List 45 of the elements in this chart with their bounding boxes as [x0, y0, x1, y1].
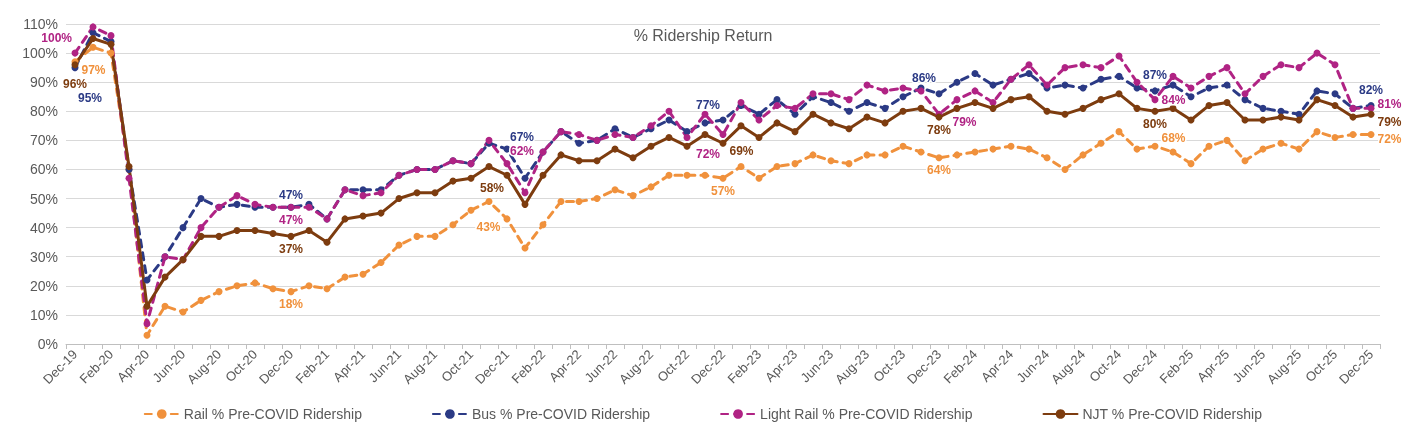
data-label: 67% [509, 129, 535, 144]
y-tick-label: 30% [29, 248, 58, 265]
data-label: 37% [278, 241, 304, 256]
data-label: 64% [926, 163, 952, 178]
y-tick-label: 110% [23, 16, 58, 32]
legend-label: NJT % Pre-COVID Ridership [1082, 406, 1263, 422]
y-tick-label: 70% [29, 132, 58, 149]
data-label: 81% [1377, 97, 1402, 112]
data-label: 80% [1142, 116, 1168, 131]
data-label: 79% [1377, 115, 1402, 130]
data-label: 18% [278, 297, 304, 312]
y-tick-label: 100% [22, 45, 58, 62]
data-label: 87% [1142, 68, 1168, 83]
data-label: 68% [1161, 131, 1186, 146]
data-label: 96% [62, 77, 88, 92]
data-label: 47% [278, 212, 304, 227]
y-tick-label: 40% [29, 219, 58, 236]
data-label: 97% [81, 62, 106, 77]
data-label: 43% [476, 219, 501, 234]
data-label: 84% [1161, 92, 1186, 107]
legend-label: Bus % Pre-COVID Ridership [471, 406, 651, 422]
y-tick-label: 60% [29, 161, 58, 178]
data-label: 77% [695, 97, 721, 112]
data-label: 72% [1377, 131, 1402, 146]
data-label: 78% [926, 122, 952, 137]
y-tick-label: 50% [29, 190, 58, 207]
data-label: 47% [278, 187, 304, 202]
data-label: 79% [952, 115, 977, 130]
data-label: 86% [911, 71, 937, 86]
data-label: 82% [1358, 82, 1384, 97]
data-label: 62% [509, 144, 535, 159]
y-tick-label: 10% [29, 306, 58, 323]
y-tick-label: 0% [37, 336, 58, 352]
data-label: 95% [77, 91, 103, 106]
legend-label: Rail % Pre-COVID Ridership [183, 406, 363, 422]
data-label: 100% [41, 30, 73, 45]
data-label: 58% [479, 180, 505, 195]
data-label: 72% [695, 147, 721, 162]
legend-label: Light Rail % Pre-COVID Ridership [760, 406, 973, 422]
y-tick-label: 90% [29, 74, 58, 91]
y-tick-label: 80% [29, 103, 58, 120]
data-label: 69% [729, 144, 754, 159]
data-label: 57% [710, 183, 736, 198]
y-tick-label: 20% [29, 277, 58, 294]
chart-title: % Ridership Return [633, 26, 773, 44]
